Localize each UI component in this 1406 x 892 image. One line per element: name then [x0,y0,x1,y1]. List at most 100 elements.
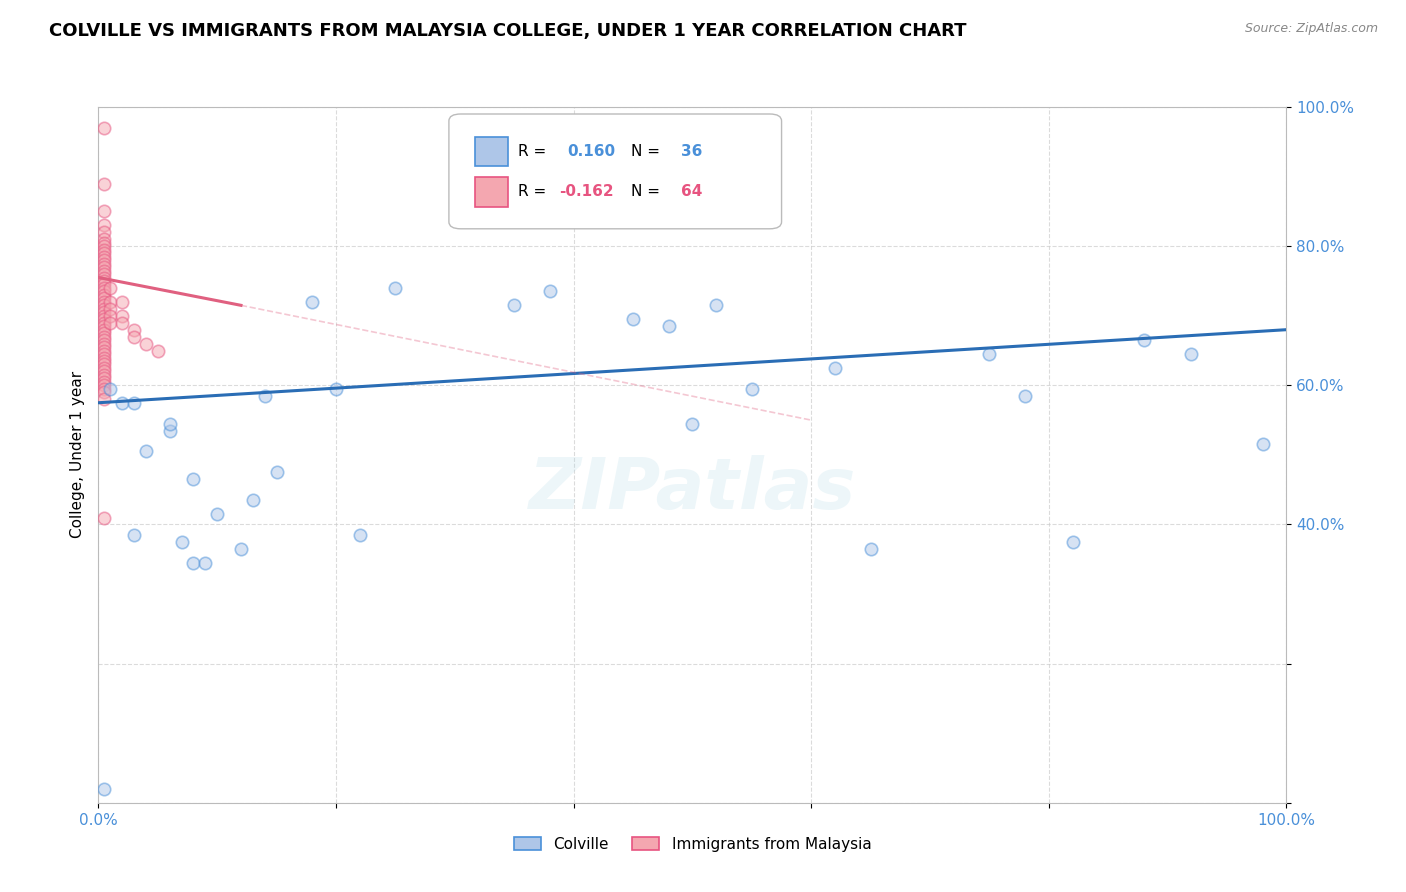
Point [93,219,115,233]
Point [93,347,115,361]
Y-axis label: College, Under 1 year: College, Under 1 year [69,371,84,539]
Point [266,466,288,480]
Point [93,781,115,796]
Point [349,528,371,542]
Point [183,472,205,486]
Point [93,382,115,396]
Point [93,204,115,219]
Point [93,378,115,392]
Point [93,333,115,347]
Point [93,246,115,260]
Point [98,294,121,309]
Point [93,250,115,264]
Point [658,319,681,334]
Point [98,382,121,396]
Point [93,375,115,389]
Point [93,510,115,524]
Bar [475,178,509,207]
Point [111,309,134,323]
Text: 64: 64 [681,185,702,200]
Point [242,493,264,508]
Point [93,385,115,400]
Point [170,534,193,549]
Point [93,253,115,268]
Point [93,243,115,257]
Point [159,417,181,431]
Point [93,351,115,365]
Point [135,444,157,458]
Point [503,298,526,312]
Point [93,225,115,239]
Point [93,358,115,372]
Point [183,556,205,570]
Point [159,424,181,438]
Point [384,281,406,295]
Point [93,301,115,316]
Point [93,360,115,375]
Point [122,323,145,337]
Text: ZIPatlas: ZIPatlas [529,455,856,524]
Point [93,298,115,312]
Point [93,305,115,319]
Point [824,360,846,375]
Point [98,281,121,295]
Point [681,417,703,431]
Point [93,260,115,274]
Point [122,528,145,542]
Point [207,507,229,521]
Point [93,274,115,288]
Point [93,281,115,295]
Text: COLVILLE VS IMMIGRANTS FROM MALAYSIA COLLEGE, UNDER 1 YEAR CORRELATION CHART: COLVILLE VS IMMIGRANTS FROM MALAYSIA COL… [49,22,967,40]
Point [93,343,115,358]
Point [93,326,115,340]
Text: N =: N = [631,145,665,159]
Bar [475,137,509,166]
Point [93,263,115,277]
Point [93,316,115,330]
Point [93,368,115,382]
Point [93,364,115,378]
Point [93,371,115,385]
Point [98,309,121,323]
Point [135,336,157,351]
Point [1062,534,1084,549]
Point [93,177,115,191]
Point [93,294,115,309]
Point [1133,333,1156,347]
Text: Source: ZipAtlas.com: Source: ZipAtlas.com [1244,22,1378,36]
Text: 0.160: 0.160 [568,145,616,159]
Text: R =: R = [517,145,551,159]
Point [93,235,115,250]
Point [111,316,134,330]
Point [122,396,145,410]
Point [93,239,115,253]
Point [93,267,115,281]
Point [98,316,121,330]
Point [93,323,115,337]
Point [93,270,115,285]
Point [93,285,115,299]
Point [741,382,763,396]
Point [93,319,115,334]
Point [538,285,561,299]
Point [1180,347,1202,361]
Point [93,354,115,368]
Point [111,294,134,309]
Text: 36: 36 [681,145,702,159]
Point [93,257,115,271]
Text: N =: N = [631,185,665,200]
Point [93,340,115,354]
Text: -0.162: -0.162 [560,185,614,200]
Point [1251,437,1274,451]
Text: R =: R = [517,185,551,200]
Point [93,120,115,135]
Point [93,277,115,292]
Point [93,232,115,246]
Point [253,389,276,403]
Point [301,294,323,309]
Point [93,291,115,305]
Point [93,392,115,407]
Point [229,541,252,556]
Point [979,347,1001,361]
Point [93,329,115,343]
